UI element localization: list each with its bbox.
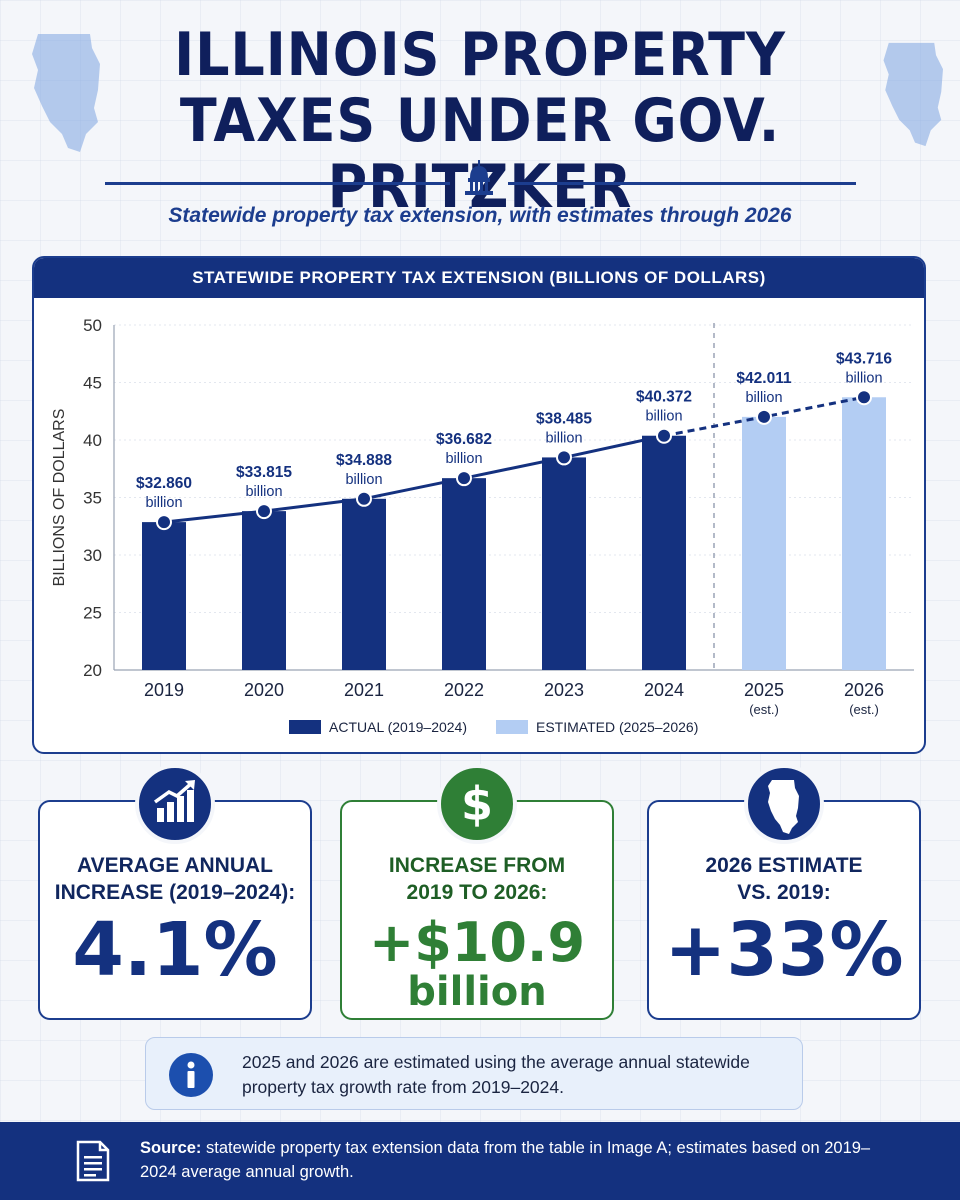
bar xyxy=(742,416,786,670)
data-label-unit: billion xyxy=(345,472,382,488)
actual-trend-line xyxy=(163,434,665,524)
data-point xyxy=(556,449,572,466)
data-label-unit: billion xyxy=(845,370,882,386)
stat-value: +$10.9 xyxy=(368,911,586,974)
y-tick-label: 20 xyxy=(83,661,102,680)
data-label-unit: billion xyxy=(245,484,282,500)
data-label-value: $40.372 xyxy=(636,389,692,406)
stat-value: +33% xyxy=(664,907,904,993)
footer: Source: statewide property tax extension… xyxy=(0,1122,960,1200)
stat-unit: billion xyxy=(407,969,547,1015)
dollar-icon: $ xyxy=(437,764,517,844)
stat-card-2026-vs-2019: 2026 ESTIMATE VS. 2019: +33% xyxy=(647,764,921,1020)
stat-card-total-increase: $ INCREASE FROM 2019 TO 2026: +$10.9 bil… xyxy=(340,764,614,1020)
data-label-unit: billion xyxy=(745,390,782,406)
data-point xyxy=(456,470,472,487)
data-point xyxy=(256,503,272,520)
y-tick-label: 25 xyxy=(83,604,102,623)
legend-swatch xyxy=(289,720,321,734)
x-tick-label: 2024 xyxy=(644,680,684,700)
y-tick-label: 30 xyxy=(83,546,102,565)
x-tick-label: 2019 xyxy=(144,680,184,700)
chart-card: STATEWIDE PROPERTY TAX EXTENSION (BILLIO… xyxy=(32,256,926,754)
data-label-value: $36.682 xyxy=(436,431,492,448)
y-tick-label: 35 xyxy=(83,489,102,508)
data-label-value: $43.716 xyxy=(836,350,892,367)
bar xyxy=(442,478,486,670)
data-label-value: $42.011 xyxy=(736,370,792,387)
title-divider-right xyxy=(508,182,856,185)
illinois-map-icon xyxy=(744,764,824,844)
bar xyxy=(842,397,886,670)
note-text: 2025 and 2026 are estimated using the av… xyxy=(242,1052,750,1097)
data-point xyxy=(656,427,672,444)
data-label-value: $32.860 xyxy=(136,475,192,492)
bar xyxy=(142,522,186,670)
info-icon xyxy=(169,1053,213,1097)
stat-label: INCREASE FROM 2019 TO 2026: xyxy=(388,854,566,904)
x-tick-label: 2021 xyxy=(344,680,384,700)
capitol-building-icon xyxy=(465,160,493,195)
x-tick-sublabel: (est.) xyxy=(749,702,779,717)
y-tick-label: 50 xyxy=(83,316,102,335)
data-label-unit: billion xyxy=(645,409,682,425)
data-label-unit: billion xyxy=(145,495,182,511)
legend-swatch xyxy=(496,720,528,734)
y-axis-label: BILLIONS OF DOLLARS xyxy=(51,409,68,587)
stat-card-average-increase: AVERAGE ANNUAL INCREASE (2019–2024): 4.1… xyxy=(38,764,312,1020)
svg-text:$: $ xyxy=(461,777,493,831)
page-subtitle: Statewide property tax extension, with e… xyxy=(168,204,792,227)
document-icon xyxy=(76,1140,110,1182)
stat-label: 2026 ESTIMATE VS. 2019: xyxy=(705,854,863,904)
source-text: Source: statewide property tax extension… xyxy=(140,1139,871,1181)
title-divider-left xyxy=(105,182,450,185)
legend-label: ACTUAL (2019–2024) xyxy=(329,719,467,735)
data-label-unit: billion xyxy=(545,430,582,446)
data-point xyxy=(356,490,372,507)
x-tick-label: 2026 xyxy=(844,680,884,700)
illinois-silhouette-icon xyxy=(32,34,100,152)
y-tick-label: 45 xyxy=(83,374,102,393)
x-tick-label: 2025 xyxy=(744,680,784,700)
data-point xyxy=(856,389,872,406)
legend-label: ESTIMATED (2025–2026) xyxy=(536,719,698,735)
illinois-silhouette-icon xyxy=(883,42,943,147)
growth-chart-icon xyxy=(135,764,215,844)
x-tick-sublabel: (est.) xyxy=(849,702,879,717)
info-note: 2025 and 2026 are estimated using the av… xyxy=(145,1037,803,1110)
bar xyxy=(542,457,586,670)
chart-header: STATEWIDE PROPERTY TAX EXTENSION (BILLIO… xyxy=(34,258,924,298)
stat-value: 4.1% xyxy=(72,907,278,993)
bar xyxy=(242,511,286,670)
x-tick-label: 2020 xyxy=(244,680,284,700)
x-tick-label: 2023 xyxy=(544,680,584,700)
data-label-value: $34.888 xyxy=(336,452,392,469)
x-tick-label: 2022 xyxy=(444,680,484,700)
y-tick-label: 40 xyxy=(83,431,102,450)
stat-label: AVERAGE ANNUAL INCREASE (2019–2024): xyxy=(54,854,296,904)
data-label-value: $38.485 xyxy=(536,410,592,427)
bar xyxy=(642,435,686,670)
data-label-value: $33.815 xyxy=(236,464,292,481)
bar xyxy=(342,498,386,670)
data-label-unit: billion xyxy=(445,451,482,467)
data-point xyxy=(756,408,772,425)
data-point xyxy=(156,514,172,531)
